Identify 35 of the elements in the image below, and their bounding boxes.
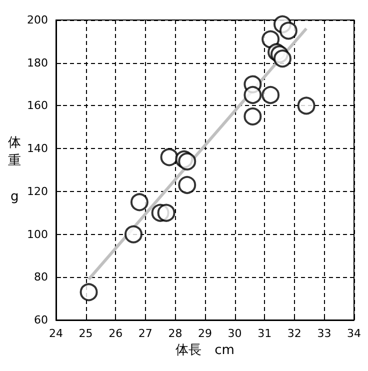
- point: [160, 148, 178, 166]
- y-tick-label: 120: [27, 184, 48, 198]
- x-tick-label: 24: [49, 327, 63, 340]
- y-tick-label: 140: [27, 142, 48, 156]
- x-tick-label: 30: [228, 327, 242, 340]
- y-tick-label: 160: [27, 99, 48, 112]
- x-tick-label: 33: [317, 327, 332, 340]
- point: [244, 86, 262, 104]
- x-tick-label: 29: [198, 327, 212, 340]
- x-tick-label: 27: [138, 327, 152, 340]
- x-axis-title: 体長 cm: [176, 342, 234, 358]
- point: [178, 176, 196, 194]
- point: [262, 30, 280, 48]
- point: [279, 22, 298, 40]
- y-tick-label: 60: [34, 314, 48, 326]
- x-tick-label: 32: [287, 327, 302, 340]
- point: [80, 283, 98, 302]
- point: [157, 204, 176, 222]
- point: [124, 225, 142, 244]
- y-tick-label: 80: [34, 270, 48, 284]
- x-tick-label: 28: [168, 327, 182, 340]
- text: 体重 g: [8, 136, 22, 204]
- y-tick-label: 100: [27, 228, 48, 241]
- point: [273, 50, 292, 68]
- point: [297, 96, 316, 115]
- y-tick-label: 200: [27, 14, 48, 26]
- x-tick-label: 26: [108, 327, 123, 340]
- point: [244, 107, 262, 126]
- point: [178, 152, 196, 170]
- x-tick-label: 34: [347, 327, 361, 340]
- point: [130, 193, 148, 212]
- y-tick-label: 180: [27, 56, 48, 70]
- x-tick-label: 25: [78, 327, 93, 340]
- point: [262, 86, 280, 104]
- x-tick-label: 31: [258, 327, 272, 340]
